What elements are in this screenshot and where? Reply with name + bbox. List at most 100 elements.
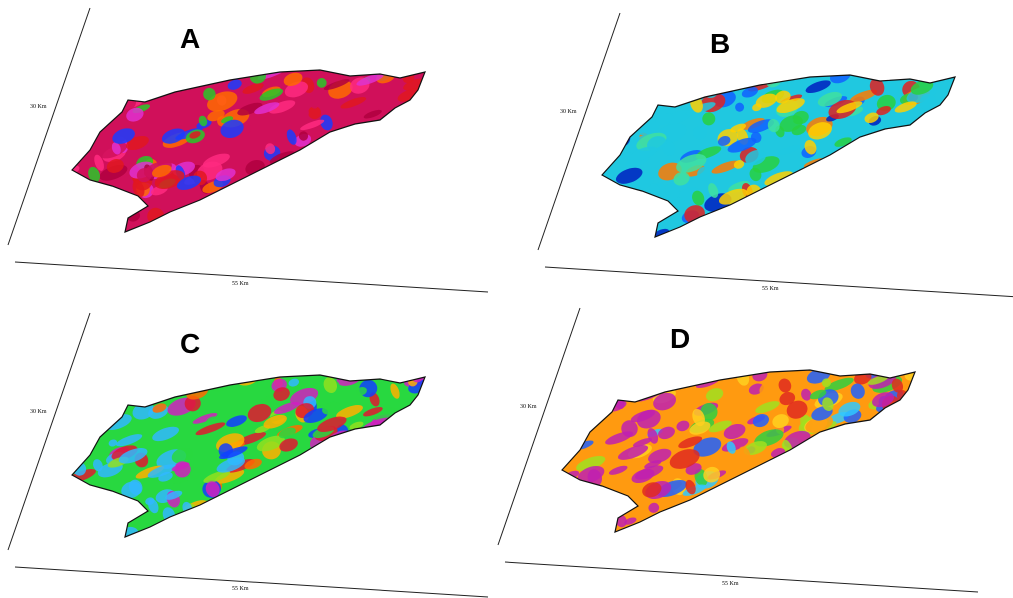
relief-blob xyxy=(105,72,123,85)
relief-blob xyxy=(295,489,308,499)
y-axis-line xyxy=(8,313,90,550)
relief-blob xyxy=(285,182,300,196)
relief-blob xyxy=(553,494,574,513)
relief-blob xyxy=(925,160,958,183)
panel: 30 Km55 KmB xyxy=(538,13,1013,297)
relief-blob xyxy=(286,475,307,489)
relief-blob xyxy=(789,453,823,476)
relief-blob xyxy=(272,529,300,552)
relief-blob xyxy=(302,218,328,239)
relief-blob xyxy=(78,65,101,86)
relief-blob xyxy=(320,206,344,225)
relief-blob xyxy=(401,110,425,130)
relief-blob xyxy=(292,208,315,229)
relief-blob xyxy=(716,491,735,504)
relief-blob xyxy=(783,181,805,202)
relief-blob xyxy=(773,201,795,219)
relief-blob xyxy=(599,193,612,211)
panel-label: C xyxy=(180,328,200,359)
x-axis-line xyxy=(15,567,488,597)
relief-blob xyxy=(758,472,788,492)
x-axis-label: 55 Km xyxy=(232,281,249,287)
relief-blob xyxy=(936,227,961,247)
relief-blob xyxy=(177,63,190,75)
relief-blob xyxy=(566,385,579,399)
x-axis-line xyxy=(15,262,488,292)
relief-blob xyxy=(855,445,875,460)
relief-blob xyxy=(112,376,132,394)
relief-blob xyxy=(409,448,425,462)
relief-blob xyxy=(395,366,414,382)
relief-blob xyxy=(887,447,909,462)
relief-blob xyxy=(557,484,576,499)
relief-blob xyxy=(848,145,871,168)
relief-blob xyxy=(604,220,617,233)
y-axis-line xyxy=(8,8,90,245)
relief-blob xyxy=(786,178,817,203)
relief-blob xyxy=(606,210,620,226)
panel: 30 Km 55 Km C xyxy=(8,313,488,597)
y-axis-line xyxy=(538,13,620,250)
relief-blob xyxy=(307,499,330,517)
relief-blob xyxy=(903,199,931,223)
relief-blob xyxy=(312,143,343,160)
relief-blob xyxy=(577,509,592,526)
relief-blob xyxy=(943,200,965,217)
relief-blob xyxy=(85,91,106,106)
relief-blob xyxy=(919,150,951,169)
relief-blob xyxy=(107,77,120,89)
relief-blob xyxy=(135,365,158,387)
relief-blob xyxy=(775,522,808,543)
relief-blob xyxy=(899,522,922,541)
relief-blob xyxy=(365,122,380,133)
relief-blob xyxy=(838,191,873,217)
relief-blob xyxy=(67,201,92,217)
relief-blob xyxy=(365,432,387,452)
relief-blob xyxy=(704,515,729,535)
relief-blob xyxy=(80,372,92,387)
relief-blob xyxy=(757,506,772,524)
relief-blob xyxy=(264,475,282,493)
panel: 30 Km55 KmD xyxy=(498,308,978,592)
relief-blob xyxy=(245,482,272,501)
relief-blob xyxy=(939,204,964,228)
relief-blob xyxy=(362,162,385,183)
x-axis-label: 55 Km xyxy=(762,286,779,292)
relief-blob xyxy=(804,509,823,523)
relief-blob xyxy=(691,499,712,515)
relief-blob xyxy=(73,376,95,396)
relief-blob xyxy=(301,169,336,195)
relief-blob xyxy=(598,83,625,99)
relief-blob xyxy=(845,490,859,509)
relief-blob xyxy=(413,430,427,442)
relief-blob xyxy=(306,473,341,500)
relief-blob xyxy=(88,517,99,527)
relief-blob xyxy=(397,176,418,191)
y-axis-line xyxy=(498,308,580,545)
relief-blob xyxy=(172,377,199,392)
relief-blob xyxy=(94,374,119,392)
panel-label: D xyxy=(670,323,690,354)
relief-blob xyxy=(404,444,423,457)
y-axis-label: 30 Km xyxy=(520,404,537,410)
relief-blob xyxy=(634,95,645,104)
relief-blob xyxy=(301,207,331,223)
x-axis-line xyxy=(545,267,1013,297)
relief-blob xyxy=(878,135,907,154)
figure: 30 Km55 KmA30 Km55 KmB30 Km55 KmC30 Km55… xyxy=(0,0,1013,598)
relief-blob xyxy=(928,121,963,147)
relief-blob xyxy=(301,205,334,232)
relief-blob xyxy=(593,379,607,397)
panel-label: A xyxy=(180,23,200,54)
relief-blob xyxy=(815,190,830,205)
x-axis-label: 55 Km xyxy=(232,586,249,592)
y-axis-label: 30 Km xyxy=(30,104,47,110)
relief-blob xyxy=(906,411,923,429)
y-axis-label: 30 Km xyxy=(560,109,577,115)
relief-blob xyxy=(813,462,844,481)
relief-blob xyxy=(750,468,773,488)
relief-blob xyxy=(69,395,88,411)
y-axis-label: 30 Km xyxy=(30,409,47,415)
relief-blob xyxy=(575,375,609,399)
x-axis-line xyxy=(505,562,978,592)
